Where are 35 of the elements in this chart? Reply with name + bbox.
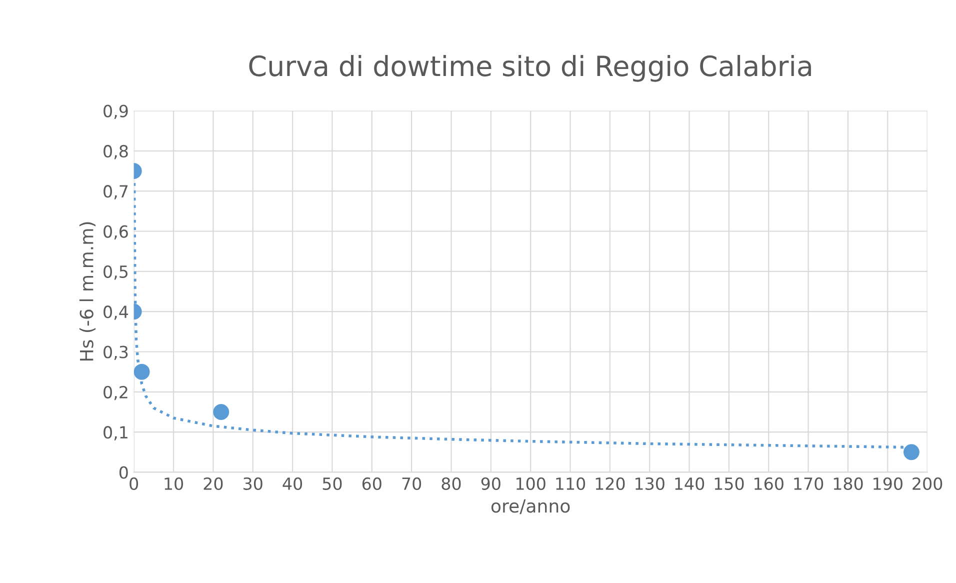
x-tick-label: 0	[130, 477, 138, 490]
x-tick-label: 90	[481, 477, 500, 490]
x-tick-label: 110	[556, 477, 586, 490]
x-tick-label: 10	[164, 477, 184, 490]
x-axis-title: ore/anno	[491, 499, 570, 514]
x-tick-label: 30	[244, 477, 262, 490]
x-tick-label: 160	[754, 477, 784, 490]
x-tick-label: 170	[794, 477, 824, 490]
x-tick-label: 70	[402, 477, 422, 490]
point	[903, 444, 920, 460]
y-axis-title: Hs (-6 l m.m.m)	[79, 222, 96, 360]
y-tick-label: 0,7	[104, 185, 128, 200]
x-tick-label: 40	[282, 477, 302, 490]
x-tick-label: 200	[912, 477, 942, 490]
chart-title: Curva di dowtime sito di Reggio Calabria	[249, 54, 811, 82]
y-tick-label: 0	[119, 466, 128, 479]
y-tick-label: 0,4	[104, 306, 128, 320]
y-tick-label: 0,8	[104, 144, 128, 160]
x-tick-label: 80	[442, 477, 461, 490]
x-tick-label: 190	[874, 477, 902, 490]
y-tick-label: 0,3	[104, 346, 128, 360]
x-tick-label: 150	[714, 477, 744, 490]
y-tick-label: 0,9	[104, 104, 128, 120]
y-tick-label: 0,6	[104, 225, 128, 240]
x-tick-label: 120	[596, 477, 625, 490]
x-tick-label: 100	[516, 477, 546, 490]
x-tick-label: 50	[322, 477, 342, 490]
y-tick-label: 0,2	[104, 386, 128, 400]
y-tick-label: 0,5	[104, 265, 128, 280]
x-tick-label: 60	[362, 477, 382, 490]
y-tick-label: 0,1	[104, 426, 128, 440]
x-tick-label: 140	[675, 477, 704, 490]
x-tick-label: 180	[834, 477, 863, 490]
x-tick-label: 20	[204, 477, 223, 490]
x-tick-label: 130	[636, 477, 664, 490]
